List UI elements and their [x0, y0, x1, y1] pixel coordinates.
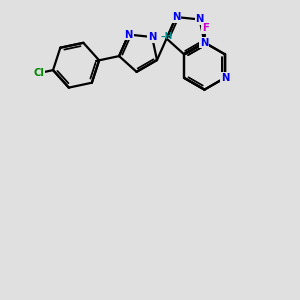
Text: Cl: Cl — [33, 68, 44, 78]
Text: N: N — [200, 38, 209, 47]
Text: –H: –H — [160, 32, 173, 40]
Text: N: N — [124, 30, 133, 40]
Text: N: N — [195, 14, 204, 25]
Text: N: N — [221, 73, 229, 83]
Text: F: F — [202, 23, 208, 33]
Text: N: N — [172, 12, 180, 22]
Text: N: N — [148, 32, 156, 42]
